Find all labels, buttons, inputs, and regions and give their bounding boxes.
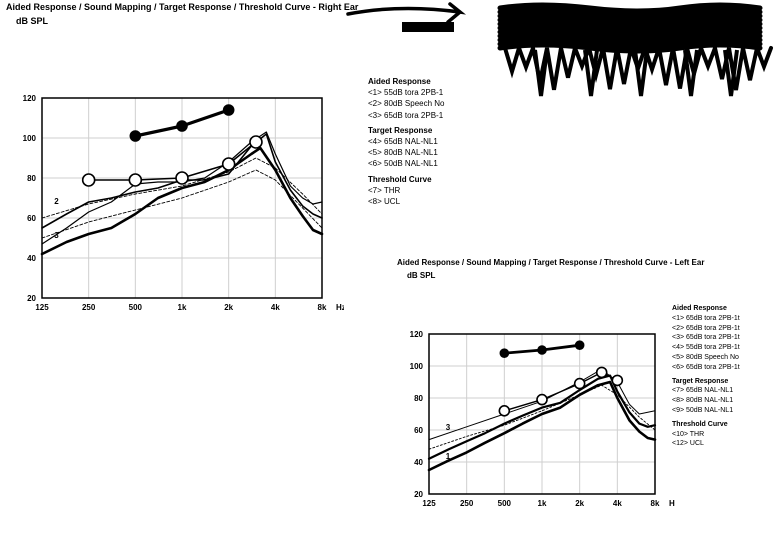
svg-text:250: 250: [460, 499, 474, 508]
legend-row: <5> 80dB NAL-NL1: [368, 147, 445, 158]
svg-text:125: 125: [35, 303, 49, 312]
svg-text:40: 40: [414, 458, 423, 467]
svg-text:120: 120: [410, 330, 424, 339]
svg-text:20: 20: [414, 490, 423, 499]
svg-text:3: 3: [446, 423, 451, 432]
left-ylabel: dB SPL: [407, 271, 704, 280]
svg-text:500: 500: [129, 303, 143, 312]
legend-row: <3> 65dB tora 2PB-1: [368, 110, 445, 121]
left-chart-title: Aided Response / Sound Mapping / Target …: [397, 258, 704, 267]
svg-text:Hz: Hz: [669, 499, 675, 508]
svg-text:80: 80: [414, 394, 423, 403]
svg-text:100: 100: [410, 362, 424, 371]
legend-row: <4> 65dB NAL-NL1: [368, 136, 445, 147]
svg-text:20: 20: [27, 294, 36, 303]
redaction-small: [400, 18, 460, 36]
svg-text:2k: 2k: [575, 499, 584, 508]
svg-text:1: 1: [446, 452, 451, 461]
right-ear-chart: Aided Response / Sound Mapping / Target …: [4, 2, 358, 318]
legend-header: Aided Response: [368, 76, 445, 87]
right-ylabel: dB SPL: [16, 16, 358, 26]
svg-text:3: 3: [54, 231, 59, 240]
legend-header: Target Response: [368, 125, 445, 136]
legend-header: Threshold Curve: [368, 174, 445, 185]
svg-text:60: 60: [27, 214, 36, 223]
legend-header: Target Response: [672, 377, 740, 387]
legend-row: <3> 65dB tora 2PB-1t: [672, 333, 740, 343]
svg-text:Hz: Hz: [336, 303, 344, 312]
svg-text:8k: 8k: [318, 303, 327, 312]
svg-text:4k: 4k: [271, 303, 280, 312]
svg-text:8k: 8k: [651, 499, 660, 508]
legend-header: Aided Response: [672, 304, 740, 314]
svg-text:1k: 1k: [538, 499, 547, 508]
legend-row: <2> 80dB Speech No: [368, 98, 445, 109]
svg-text:80: 80: [27, 174, 36, 183]
left-legend: Aided Response<1> 65dB tora 2PB-1t<2> 65…: [672, 300, 740, 449]
svg-text:250: 250: [82, 303, 96, 312]
right-chart-title: Aided Response / Sound Mapping / Target …: [6, 2, 358, 12]
svg-text:60: 60: [414, 426, 423, 435]
right-legend: Aided Response<1> 55dB tora 2PB-1<2> 80d…: [368, 72, 445, 207]
legend-row: <1> 55dB tora 2PB-1: [368, 87, 445, 98]
legend-row: <9> 50dB NAL-NL1: [672, 406, 740, 416]
legend-row: <12> UCL: [672, 439, 740, 449]
right-chart-svg: 20 40 60 80 100 120 125 250 500 1k 2k 4k 8k Hz 2 3: [4, 28, 344, 318]
legend-row: <6> 50dB NAL-NL1: [368, 158, 445, 169]
legend-row: <5> 80dB Speech No: [672, 353, 740, 363]
legend-row: <7> THR: [368, 185, 445, 196]
legend-row: <8> 80dB NAL-NL1: [672, 396, 740, 406]
svg-text:2: 2: [54, 197, 59, 206]
legend-row: <4> 55dB tora 2PB-1t: [672, 343, 740, 353]
legend-header: Threshold Curve: [672, 420, 740, 430]
svg-text:500: 500: [498, 499, 512, 508]
redaction-large: [495, 0, 775, 105]
svg-text:2k: 2k: [224, 303, 233, 312]
svg-text:4k: 4k: [613, 499, 622, 508]
left-ear-chart: Aided Response / Sound Mapping / Target …: [395, 258, 704, 512]
legend-row: <7> 65dB NAL-NL1: [672, 386, 740, 396]
svg-text:40: 40: [27, 254, 36, 263]
svg-text:1k: 1k: [178, 303, 187, 312]
legend-row: <8> UCL: [368, 196, 445, 207]
svg-text:125: 125: [422, 499, 436, 508]
legend-row: <2> 65dB tora 2PB-1t: [672, 324, 740, 334]
legend-row: <6> 65dB tora 2PB-1t: [672, 363, 740, 373]
legend-row: <1> 65dB tora 2PB-1t: [672, 314, 740, 324]
legend-row: <10> THR: [672, 430, 740, 440]
svg-text:100: 100: [23, 134, 37, 143]
left-chart-svg: 20 40 60 80 100 120 125 250 500 1k 2k 4k 8k Hz 3 1: [395, 282, 675, 512]
svg-text:120: 120: [23, 94, 37, 103]
